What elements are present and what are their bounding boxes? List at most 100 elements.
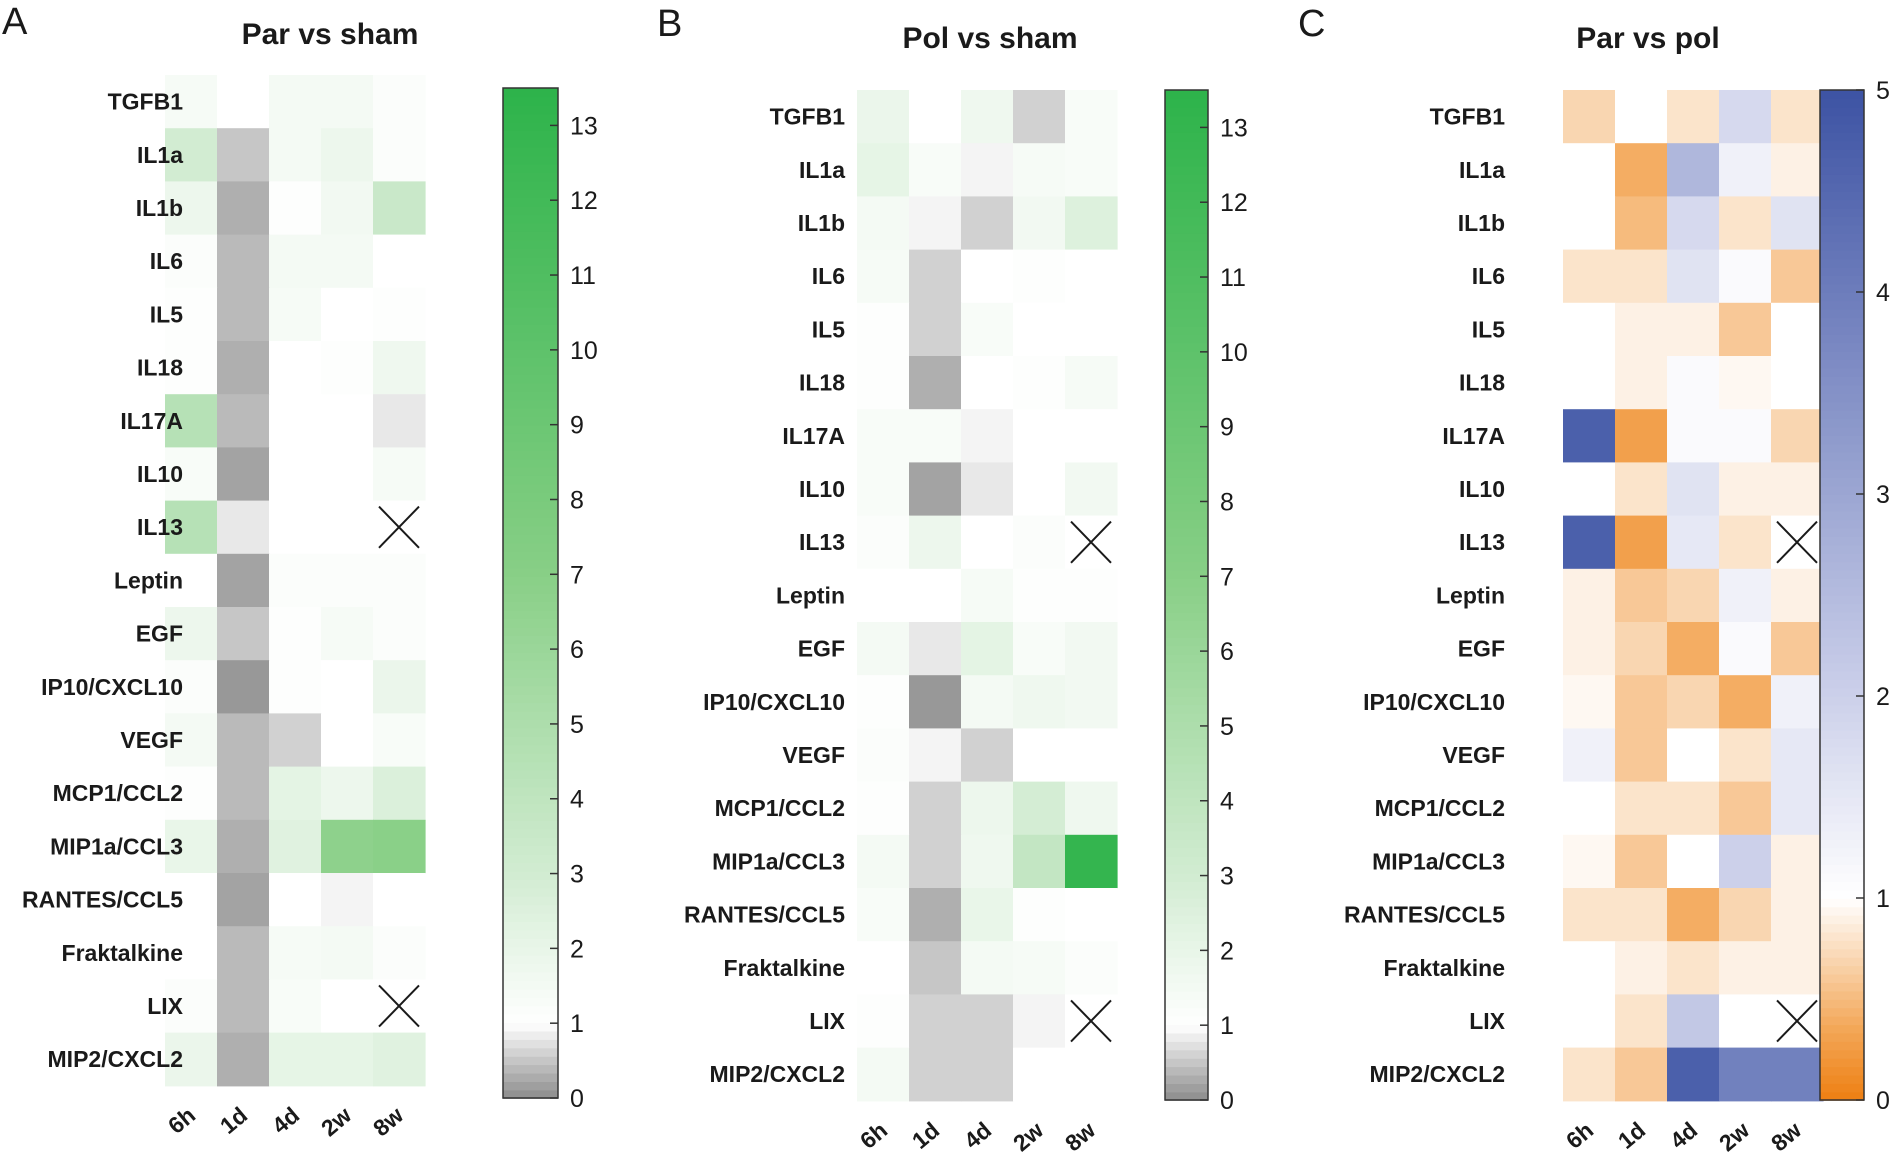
colorbar-slice — [1820, 788, 1864, 798]
heatmap-cell — [165, 607, 218, 661]
column-label: 8w — [368, 1102, 408, 1142]
colorbar-slice — [1820, 426, 1864, 436]
heatmap-cell — [857, 781, 910, 836]
chart-title: Par vs sham — [242, 18, 419, 51]
colorbar-slice — [503, 1039, 558, 1049]
heatmap-cell — [909, 781, 962, 836]
colorbar-frame — [502, 87, 559, 1099]
heatmap-cell — [1615, 462, 1668, 517]
heatmap-cell — [1065, 90, 1118, 144]
colorbar-slice — [503, 542, 558, 552]
colorbar-slice — [1165, 460, 1208, 470]
missing-cross — [1070, 520, 1112, 564]
heatmap-cell — [1013, 888, 1066, 942]
colorbar-tick-label: 13 — [1220, 114, 1248, 142]
heatmap-cell — [165, 660, 218, 714]
row-label: MIP2/CXCL2 — [1370, 1061, 1505, 1087]
colorbar-slice — [1165, 350, 1208, 361]
heatmap-cell — [1719, 1047, 1772, 1102]
colorbar-slice — [1820, 384, 1864, 394]
row-label: VEGF — [1442, 742, 1505, 768]
colorbar-slice — [1820, 283, 1864, 293]
colorbar-slice — [1820, 275, 1864, 285]
colorbar-slice — [503, 719, 558, 729]
colorbar-slice — [1820, 401, 1864, 411]
colorbar-frame — [1819, 89, 1865, 1101]
colorbar-slice — [1820, 477, 1864, 487]
colorbar-slice — [1165, 393, 1208, 403]
colorbar-slice — [503, 382, 558, 392]
heatmap-cell — [1719, 622, 1772, 676]
heatmap-cell — [1667, 888, 1720, 942]
chart-title: Par vs pol — [1576, 22, 1719, 55]
colorbar-slice — [1820, 140, 1864, 150]
heatmap-cell — [909, 462, 962, 517]
colorbar-slice — [1820, 544, 1864, 554]
colorbar-slice — [1820, 98, 1864, 108]
colorbar-slice — [1820, 578, 1864, 588]
colorbar-slice — [1820, 1015, 1864, 1026]
colorbar-slice — [1165, 367, 1208, 377]
heatmap-cell — [857, 90, 910, 144]
heatmap-cell — [1013, 196, 1066, 251]
heatmap-cell — [1719, 515, 1772, 570]
column-label: 6h — [855, 1117, 892, 1154]
heatmap-cell — [1719, 994, 1772, 1049]
colorbar-slice — [503, 172, 558, 182]
colorbar-slice — [1165, 519, 1208, 529]
colorbar-slice — [1820, 956, 1864, 967]
colorbar-slice — [503, 786, 558, 796]
colorbar-slice — [1820, 855, 1864, 866]
heatmap-cell — [269, 234, 322, 289]
heatmap-cell — [1615, 356, 1668, 410]
colorbar-slice — [503, 121, 558, 131]
row-label: IL1b — [798, 210, 845, 236]
row-label: EGF — [1458, 636, 1505, 662]
colorbar-slice — [1165, 300, 1208, 310]
colorbar-slice — [1820, 350, 1864, 361]
heatmap-cell — [1013, 143, 1066, 197]
colorbar-slice — [1820, 999, 1864, 1009]
heatmap-cell — [373, 75, 426, 129]
row-label: IL1a — [1459, 157, 1505, 183]
colorbar-slice — [1820, 746, 1864, 756]
colorbar-slice — [1165, 780, 1208, 790]
row-label: IL13 — [1459, 529, 1505, 555]
colorbar-tick-label: 9 — [1220, 414, 1234, 442]
heatmap-cell — [857, 409, 910, 463]
heatmap-cell — [1563, 781, 1616, 836]
colorbar-slice — [1820, 889, 1864, 899]
heatmap-cell — [1719, 409, 1772, 463]
heatmap-cell — [217, 287, 270, 342]
heatmap-cell — [373, 128, 426, 182]
heatmap-cell — [961, 781, 1014, 836]
heatmap-cell — [321, 447, 374, 502]
colorbar-slice — [1165, 283, 1208, 293]
colorbar-slice — [1165, 704, 1208, 714]
colorbar-slice — [503, 643, 558, 653]
row-label: TGFB1 — [770, 104, 846, 130]
heatmap-cell — [1667, 90, 1720, 144]
heatmap-cell — [321, 607, 374, 661]
colorbar-slice — [503, 668, 558, 678]
heatmap-cell — [1615, 888, 1668, 942]
colorbar-slice — [1165, 662, 1208, 672]
colorbar-slice — [1820, 123, 1864, 133]
colorbar-slice — [1165, 1041, 1208, 1051]
colorbar-frame — [1164, 89, 1209, 1101]
colorbar-slice — [1165, 830, 1208, 840]
heatmap-cell — [373, 447, 426, 502]
colorbar-slice — [503, 550, 558, 561]
colorbar-slice — [1165, 435, 1208, 445]
colorbar-slice — [503, 803, 558, 813]
row-label: IL10 — [799, 476, 845, 502]
colorbar-slice — [1165, 426, 1208, 436]
colorbar-slice — [503, 769, 558, 779]
heatmap-cell — [1065, 888, 1118, 942]
colorbar-slice — [1165, 948, 1208, 958]
heatmap-cell — [1563, 196, 1616, 251]
heatmap-cell — [165, 394, 218, 448]
column-label: 2w — [1008, 1117, 1048, 1157]
heatmap-cell — [269, 500, 322, 555]
colorbar-slice — [1820, 771, 1864, 781]
